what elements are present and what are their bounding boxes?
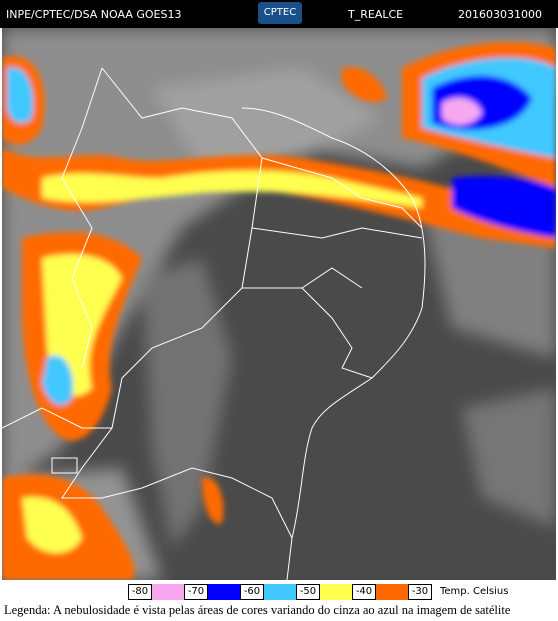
legend: -80 -70 -60 -50 -40 -30 Temp. Celsius (0, 580, 558, 602)
logo: CPTEC (258, 2, 302, 24)
legend-tick-label: -30 (408, 584, 432, 600)
product: T_REALCE (348, 8, 404, 21)
legend-tick-label: -50 (296, 584, 320, 600)
legend-tick-label: -70 (184, 584, 208, 600)
legend-unit: Temp. Celsius (440, 586, 509, 597)
legend-swatch (376, 584, 408, 600)
legend-swatch (208, 584, 240, 600)
legend-tick-label: -80 (128, 584, 152, 600)
satellite-image (2, 28, 556, 580)
legend-swatch (320, 584, 352, 600)
source: INPE/CPTEC/DSA NOAA GOES13 (6, 8, 182, 21)
header: INPE/CPTEC/DSA NOAA GOES13 CPTEC T_REALC… (0, 0, 558, 28)
legend-swatch (152, 584, 184, 600)
timestamp: 201603031000 (458, 8, 542, 21)
legend-tick-label: -60 (240, 584, 264, 600)
caption: Legenda: A nebulosidade é vista pelas ár… (4, 603, 511, 617)
legend-swatch (264, 584, 296, 600)
legend-tick-label: -40 (352, 584, 376, 600)
